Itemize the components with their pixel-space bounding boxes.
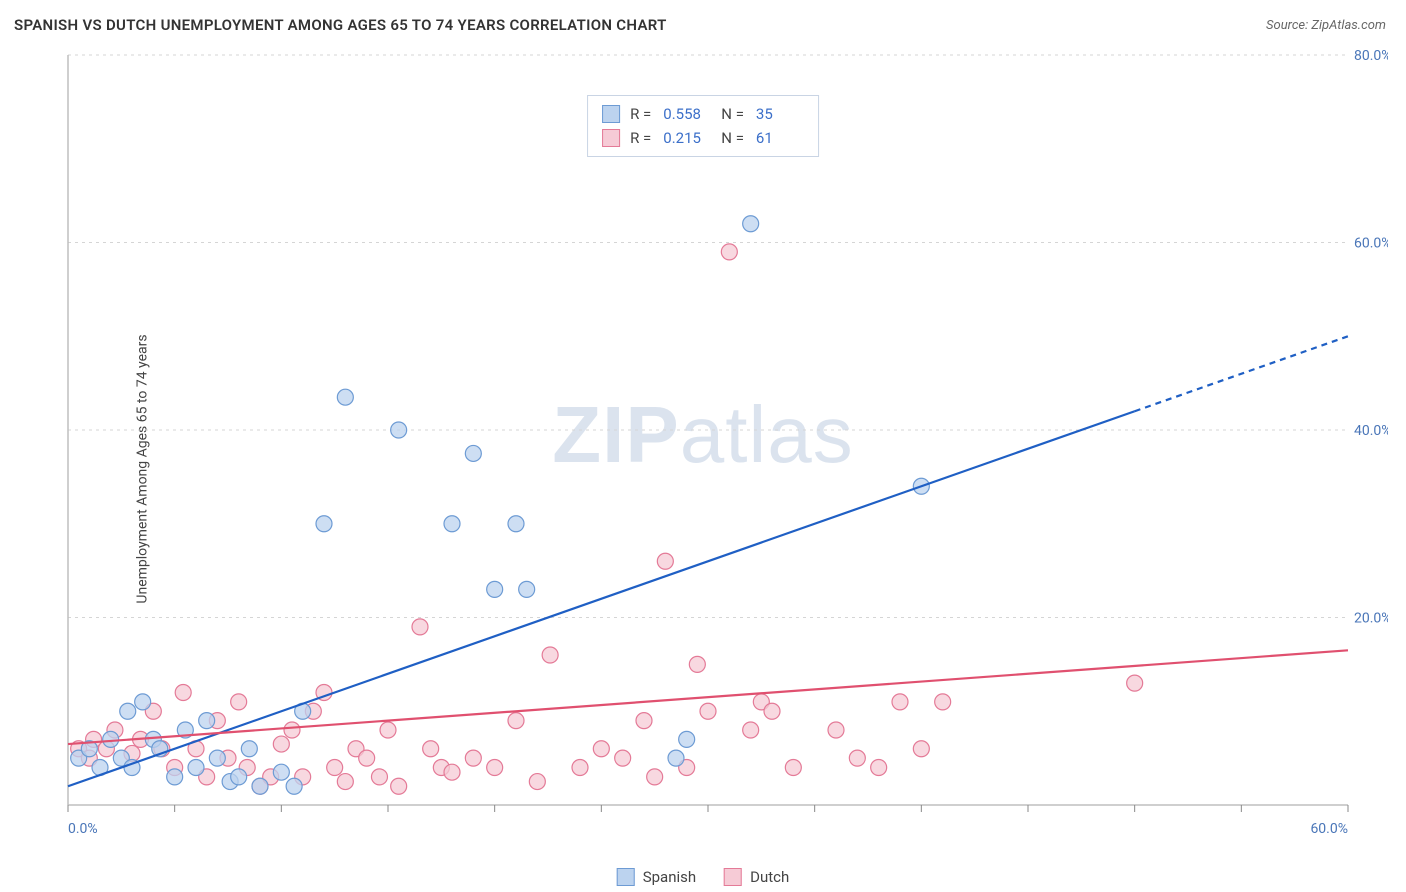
- scatter-point-dutch: [743, 722, 759, 738]
- chart-header: SPANISH VS DUTCH UNEMPLOYMENT AMONG AGES…: [0, 0, 1406, 40]
- scatter-point-spanish: [465, 445, 481, 461]
- y-tick-label: 20.0%: [1354, 611, 1388, 627]
- scatter-point-dutch: [284, 722, 300, 738]
- scatter-point-spanish: [391, 422, 407, 438]
- scatter-point-spanish: [487, 581, 503, 597]
- scatter-point-dutch: [572, 760, 588, 776]
- legend-n-label: N =: [721, 126, 744, 150]
- scatter-point-dutch: [593, 741, 609, 757]
- legend-r-value: 0.558: [663, 102, 711, 126]
- regression-line-dutch: [68, 650, 1348, 744]
- chart-source: Source: ZipAtlas.com: [1266, 18, 1386, 33]
- scatter-point-spanish: [199, 713, 215, 729]
- scatter-point-spanish: [337, 389, 353, 405]
- legend-series-item: Spanish: [617, 868, 696, 886]
- scatter-point-dutch: [444, 764, 460, 780]
- scatter-point-dutch: [721, 244, 737, 260]
- legend-series-label: Dutch: [750, 868, 789, 886]
- scatter-point-spanish: [668, 750, 684, 766]
- legend-r-label: R =: [630, 102, 651, 126]
- legend-n-value: 35: [756, 102, 804, 126]
- legend-series-item: Dutch: [724, 868, 789, 886]
- legend-swatch: [602, 129, 620, 147]
- scatter-point-spanish: [519, 581, 535, 597]
- regression-line-spanish: [68, 411, 1135, 786]
- scatter-point-dutch: [913, 741, 929, 757]
- scatter-point-dutch: [371, 769, 387, 785]
- scatter-point-spanish: [316, 516, 332, 532]
- legend-n-label: N =: [721, 102, 744, 126]
- scatter-point-dutch: [391, 778, 407, 794]
- scatter-point-dutch: [359, 750, 375, 766]
- scatter-point-spanish: [743, 216, 759, 232]
- scatter-point-spanish: [135, 694, 151, 710]
- legend-r-value: 0.215: [663, 126, 711, 150]
- scatter-point-dutch: [529, 774, 545, 790]
- scatter-point-dutch: [615, 750, 631, 766]
- y-tick-label: 80.0%: [1354, 48, 1388, 64]
- scatter-point-dutch: [175, 685, 191, 701]
- scatter-point-dutch: [487, 760, 503, 776]
- scatter-point-spanish: [273, 764, 289, 780]
- y-tick-label: 60.0%: [1354, 236, 1388, 252]
- scatter-point-dutch: [273, 736, 289, 752]
- legend-swatch: [724, 868, 742, 886]
- legend-swatch: [617, 868, 635, 886]
- scatter-point-spanish: [120, 703, 136, 719]
- scatter-point-spanish: [286, 778, 302, 794]
- scatter-point-spanish: [252, 778, 268, 794]
- scatter-point-spanish: [508, 516, 524, 532]
- scatter-point-dutch: [412, 619, 428, 635]
- legend-n-value: 61: [756, 126, 804, 150]
- scatter-point-dutch: [785, 760, 801, 776]
- scatter-point-dutch: [849, 750, 865, 766]
- scatter-point-dutch: [700, 703, 716, 719]
- plot-container: Unemployment Among Ages 65 to 74 years Z…: [0, 45, 1406, 892]
- legend-correlation-row: R = 0.215 N = 61: [602, 126, 804, 150]
- scatter-point-dutch: [231, 694, 247, 710]
- scatter-point-dutch: [465, 750, 481, 766]
- x-tick-label: 0.0%: [68, 821, 98, 837]
- scatter-point-dutch: [657, 553, 673, 569]
- scatter-point-dutch: [935, 694, 951, 710]
- scatter-point-spanish: [241, 741, 257, 757]
- scatter-point-spanish: [167, 769, 183, 785]
- legend-r-label: R =: [630, 126, 651, 150]
- legend-swatch: [602, 105, 620, 123]
- chart-title: SPANISH VS DUTCH UNEMPLOYMENT AMONG AGES…: [14, 16, 667, 34]
- scatter-point-dutch: [508, 713, 524, 729]
- y-tick-label: 40.0%: [1354, 423, 1388, 439]
- legend-series: Spanish Dutch: [617, 868, 790, 886]
- scatter-point-dutch: [647, 769, 663, 785]
- scatter-point-dutch: [689, 656, 705, 672]
- scatter-point-dutch: [892, 694, 908, 710]
- scatter-point-spanish: [231, 769, 247, 785]
- scatter-point-spanish: [444, 516, 460, 532]
- regression-line-spanish-dashed: [1135, 336, 1348, 411]
- scatter-point-spanish: [103, 731, 119, 747]
- legend-correlation-row: R = 0.558 N = 35: [602, 102, 804, 126]
- x-tick-label: 60.0%: [1310, 821, 1348, 837]
- scatter-point-dutch: [1127, 675, 1143, 691]
- scatter-point-dutch: [327, 760, 343, 776]
- scatter-point-dutch: [380, 722, 396, 738]
- legend-series-label: Spanish: [643, 868, 696, 886]
- scatter-point-dutch: [871, 760, 887, 776]
- scatter-point-dutch: [764, 703, 780, 719]
- scatter-plot: 0.0% 60.0% 20.0% 40.0% 60.0% 80.0%: [48, 45, 1388, 865]
- legend-correlation: R = 0.558 N = 35 R = 0.215 N = 61: [587, 95, 819, 157]
- scatter-point-spanish: [188, 760, 204, 776]
- scatter-point-dutch: [542, 647, 558, 663]
- scatter-point-spanish: [209, 750, 225, 766]
- scatter-point-dutch: [337, 774, 353, 790]
- scatter-point-dutch: [828, 722, 844, 738]
- scatter-point-spanish: [679, 731, 695, 747]
- scatter-point-dutch: [636, 713, 652, 729]
- scatter-point-dutch: [423, 741, 439, 757]
